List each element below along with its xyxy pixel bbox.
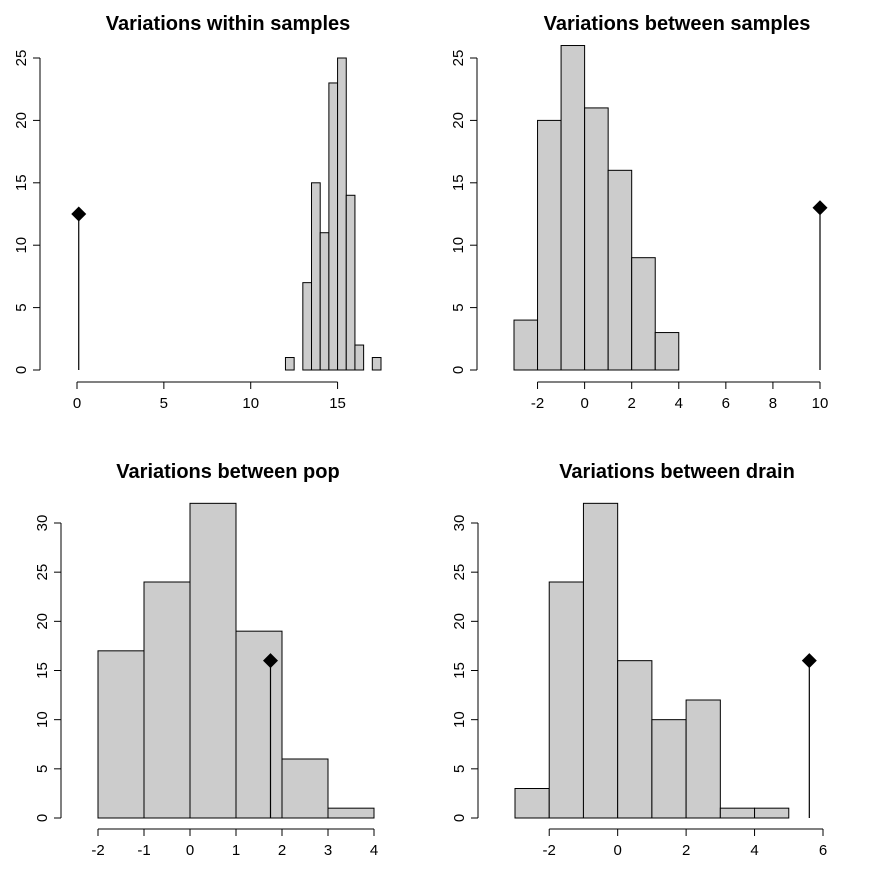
x-tick-label: 0 [73,395,81,412]
x-tick-label: 0 [186,842,194,859]
y-tick-label: 25 [451,564,468,581]
histogram-bar [537,119,562,371]
histogram-bar [189,502,237,819]
histogram-bar [281,758,329,819]
x-tick-label: 6 [722,395,730,412]
y-tick-label: 10 [451,711,468,728]
y-tick-label: 30 [451,515,468,532]
chart-title: Variations between drain [559,461,795,483]
x-tick-label: 5 [160,395,168,412]
histogram-bar [513,319,539,371]
observed-diamond-marker [812,200,828,216]
y-tick-label: 0 [450,366,467,374]
y-tick-label: 10 [450,237,467,254]
y-tick-label: 15 [13,174,30,191]
x-tick-label: 6 [819,842,827,859]
x-tick-label: -2 [531,395,544,412]
chart-title: Variations between pop [116,461,339,483]
y-tick-label: 15 [450,174,467,191]
histogram-bar [97,650,145,819]
histogram-bar [617,660,653,819]
histogram-bar [582,502,619,819]
histogram-bar [319,232,330,371]
histogram-bar [584,107,609,371]
histogram-bar [345,194,356,371]
y-tick-label: 5 [450,303,467,311]
y-tick-label: 15 [451,662,468,679]
y-tick-label: 0 [34,814,51,822]
y-tick-label: 20 [450,112,467,129]
y-tick-label: 15 [34,662,51,679]
x-tick-label: 0 [613,842,621,859]
y-tick-label: 20 [13,112,30,129]
x-tick-label: 2 [628,395,636,412]
histogram-bar [371,357,382,371]
x-tick-label: 2 [278,842,286,859]
histogram-bar [311,182,321,371]
y-tick-label: 20 [451,613,468,630]
x-tick-label: 2 [682,842,690,859]
x-tick-label: 3 [324,842,332,859]
y-tick-label: 10 [13,237,30,254]
y-tick-label: 10 [34,711,51,728]
y-tick-label: 30 [34,515,51,532]
observed-diamond-marker [263,653,278,669]
histogram-bar [354,344,365,371]
histogram-bar [607,169,633,371]
chart-title: Variations within samples [106,13,351,35]
histogram-bar [514,788,550,819]
x-tick-label: 4 [750,842,758,859]
y-tick-label: 5 [34,765,51,773]
y-tick-label: 25 [13,50,30,67]
x-tick-label: -2 [543,842,556,859]
x-tick-label: 8 [769,395,777,412]
y-tick-label: 5 [451,765,468,773]
observed-diamond-marker [71,206,87,222]
histogram-bar [651,719,687,819]
chart-title: Variations between samples [544,13,811,35]
chart-panel-1: Variations within samples 0 5 10 15 20 25 0 5 10 1… [13,13,382,412]
histogram-bar [143,581,191,819]
chart-panel-4: Variations between drain 0 5 10 15 20 25 30 -2 0 2… [451,461,827,859]
y-tick-label: 25 [450,50,467,67]
histogram-bar [754,807,790,819]
x-tick-label: 10 [242,395,259,412]
histogram-bar [631,257,656,371]
y-tick-label: 0 [451,814,468,822]
observed-diamond-marker [801,653,817,669]
x-tick-label: -1 [137,842,150,859]
y-tick-label: 0 [13,366,30,374]
histogram-bar [560,45,586,371]
x-tick-label: 0 [580,395,588,412]
chart-panel-2: Variations between samples 0 5 10 15 20 25 -2 0 2… [450,13,828,412]
x-tick-label: 4 [675,395,683,412]
histogram-bar [548,581,584,819]
x-tick-label: -2 [91,842,104,859]
histogram-bar [327,807,375,819]
x-tick-label: 4 [370,842,378,859]
chart-panel-3: Variations between pop 0 5 10 15 20 25 30 -2 -1 0 1… [34,461,378,859]
y-tick-label: 20 [34,613,51,630]
histogram-bar [654,332,680,371]
histogram-bar [284,357,295,371]
x-tick-label: 1 [232,842,240,859]
histogram-bar [685,699,721,819]
histogram-bar [328,82,339,371]
histogram-bar [302,282,313,371]
histogram-bar [337,57,347,371]
histogram-bar [719,807,756,819]
x-tick-label: 15 [329,395,346,412]
x-tick-label: 10 [812,395,829,412]
y-tick-label: 5 [13,303,30,311]
y-tick-label: 25 [34,564,51,581]
